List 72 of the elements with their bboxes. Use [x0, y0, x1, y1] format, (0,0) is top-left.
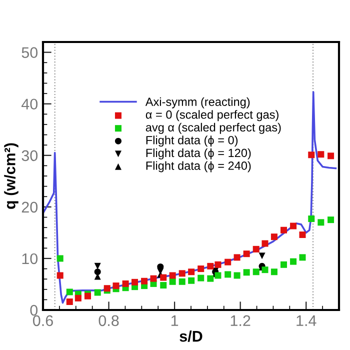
point [243, 250, 250, 258]
point [224, 258, 232, 266]
point [160, 274, 167, 281]
legend-label: Flight data (ϕ = 240) [146, 161, 251, 172]
point [290, 222, 297, 230]
point [234, 272, 240, 279]
point [252, 268, 260, 276]
point [234, 254, 240, 261]
point [258, 252, 266, 260]
point [94, 262, 101, 270]
x-tick-label: 1.4 [296, 315, 316, 326]
legend-label: Flight data (ϕ = 0) [146, 136, 238, 147]
point [74, 294, 82, 302]
point [132, 278, 138, 286]
point [178, 270, 186, 277]
point [270, 234, 278, 240]
y-tick-label: 10 [22, 253, 38, 264]
x-tick-label: 0.6 [32, 315, 53, 326]
point [328, 152, 334, 160]
point [299, 231, 306, 238]
x-tick-label: 0.8 [98, 315, 119, 326]
point [198, 266, 204, 272]
legend-label: Axi-symm (reacting) [145, 97, 250, 108]
point [262, 240, 268, 247]
point [56, 272, 64, 279]
line-series [43, 91, 337, 304]
point [308, 216, 315, 222]
point [122, 280, 129, 287]
point [188, 277, 195, 284]
point [178, 278, 186, 285]
point [243, 269, 250, 276]
y-tick-label: 20 [22, 202, 38, 213]
point [318, 219, 324, 226]
point [224, 271, 232, 278]
point [141, 278, 148, 284]
y-tick-label: 0 [30, 304, 38, 316]
point [94, 289, 101, 296]
x-axis-title: s/D [180, 330, 202, 342]
point [214, 261, 222, 268]
point [169, 278, 176, 285]
point [270, 268, 278, 276]
point [252, 246, 260, 252]
point [188, 268, 195, 276]
point [262, 266, 268, 274]
point [207, 275, 214, 282]
point [66, 298, 73, 306]
y-tick-label: 30 [22, 150, 38, 162]
y-axis-title: q (w/cm²) [4, 143, 18, 209]
y-tick-label: 50 [22, 47, 38, 58]
legend-label: α = 0 (scaled perfect gas) [146, 110, 278, 122]
legend-label: avg α (scaled perfect gas) [146, 122, 281, 134]
point [112, 282, 120, 290]
point [318, 151, 324, 158]
point [66, 288, 73, 296]
point [94, 268, 101, 276]
point [290, 258, 297, 265]
point [150, 275, 157, 282]
legend-label: Flight data (ϕ = 120) [146, 148, 251, 160]
point [160, 282, 167, 289]
x-tick-label: 1 [171, 315, 178, 326]
y-tick-label: 40 [22, 98, 38, 110]
point [328, 216, 334, 224]
point [56, 255, 64, 262]
point [198, 274, 204, 282]
x-tick-label: 1.2 [230, 315, 250, 326]
point [214, 272, 222, 279]
point [280, 261, 288, 268]
point [169, 272, 176, 279]
point [280, 226, 288, 234]
point [308, 152, 315, 158]
point [299, 254, 306, 261]
point [207, 262, 214, 270]
